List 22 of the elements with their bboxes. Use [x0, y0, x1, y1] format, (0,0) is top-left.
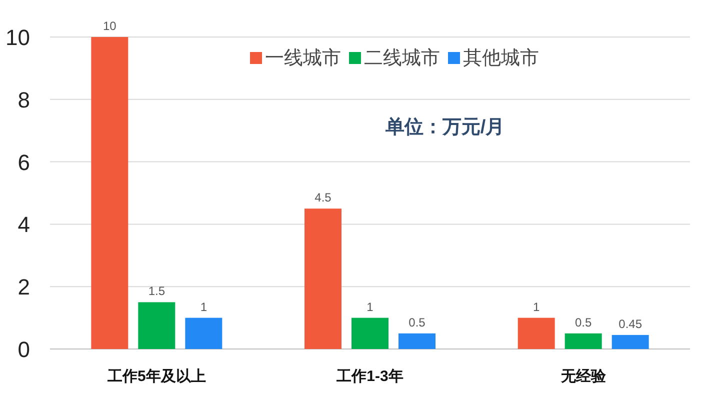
annotation: 单位：万元/月: [384, 116, 505, 138]
y-tick-label: 2: [18, 274, 30, 300]
data-label: 1: [200, 300, 208, 314]
y-tick-label: 10: [6, 25, 30, 50]
legend-label: 二线城市: [364, 47, 440, 69]
y-tick-label: 0: [18, 337, 30, 362]
y-tick-label: 4: [18, 212, 30, 238]
data-label: 10: [102, 19, 117, 33]
legend-label: 其他城市: [463, 47, 539, 69]
data-label: 4.5: [314, 190, 332, 205]
x-tick-label: 无经验: [560, 368, 607, 385]
data-label: 1.5: [148, 284, 166, 298]
data-label: 1: [532, 300, 540, 314]
data-label: 1: [366, 300, 374, 314]
y-tick-label: 6: [18, 150, 30, 175]
data-label: 0.5: [574, 315, 592, 330]
data-label: 0.5: [408, 315, 426, 330]
x-tick-label: 工作5年及以上: [106, 368, 206, 385]
data-label: 0.45: [618, 316, 642, 331]
y-tick-label: 8: [18, 87, 30, 112]
legend-label: 一线城市: [265, 47, 341, 69]
x-tick-label: 工作1-3年: [336, 368, 404, 385]
